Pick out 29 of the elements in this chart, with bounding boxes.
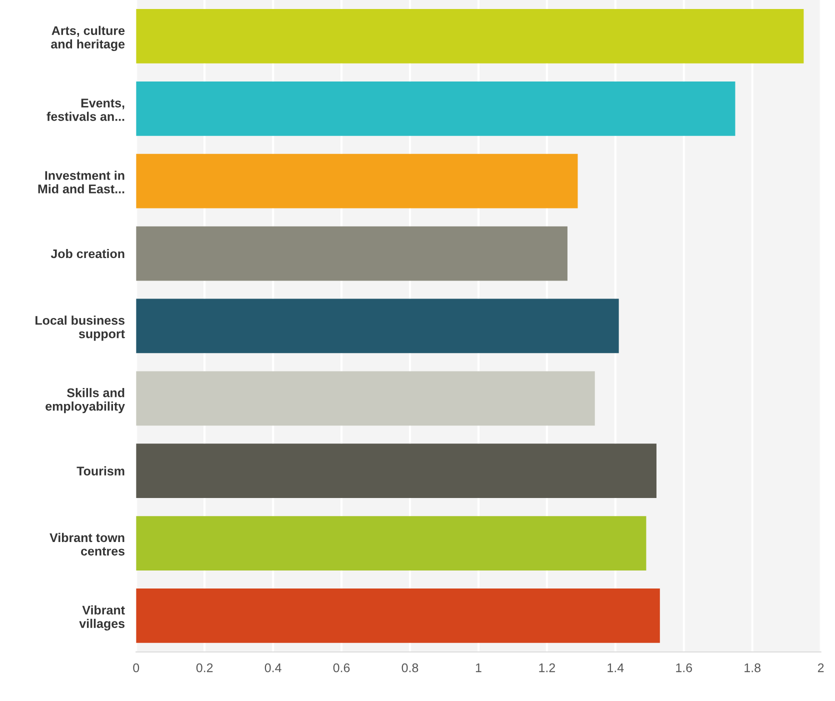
bar xyxy=(136,9,804,64)
y-tick-label: Investment in Mid and East... xyxy=(38,170,124,194)
x-tick-label: 1 xyxy=(476,664,482,672)
bar xyxy=(136,226,568,281)
x-tick-label: 2 xyxy=(818,663,824,672)
x-tick-label: 0.8 xyxy=(402,663,418,672)
x-tick-label: 0.6 xyxy=(333,663,350,672)
bar xyxy=(136,154,578,208)
x-tick-label: 0.4 xyxy=(264,663,282,672)
bar xyxy=(136,298,619,354)
y-tick-label: Local business support xyxy=(36,316,125,341)
y-tick-label: Vibrant town centres xyxy=(50,532,124,556)
x-tick-label: 1.4 xyxy=(608,664,624,672)
x-tick-label: 0 xyxy=(133,663,140,672)
x-tick-label: 1.8 xyxy=(744,663,760,672)
x-tick-label: 1.6 xyxy=(676,663,692,672)
y-tick-label: Tourism xyxy=(76,466,124,476)
y-tick-label: Arts, culture and heritage xyxy=(51,26,125,52)
bar xyxy=(136,444,656,498)
bar xyxy=(136,371,595,426)
y-tick-label: Events, festivals an... xyxy=(46,98,124,121)
y-tick-label: Job creation xyxy=(50,249,124,258)
x-tick-label: 0.2 xyxy=(196,663,213,672)
bar xyxy=(136,588,660,643)
y-tick-label: Skills and employability xyxy=(46,388,125,414)
bar xyxy=(136,516,646,570)
bar xyxy=(136,81,736,136)
y-tick-label: Vibrant villages xyxy=(79,605,125,631)
x-tick-label: 1.2 xyxy=(539,663,555,672)
